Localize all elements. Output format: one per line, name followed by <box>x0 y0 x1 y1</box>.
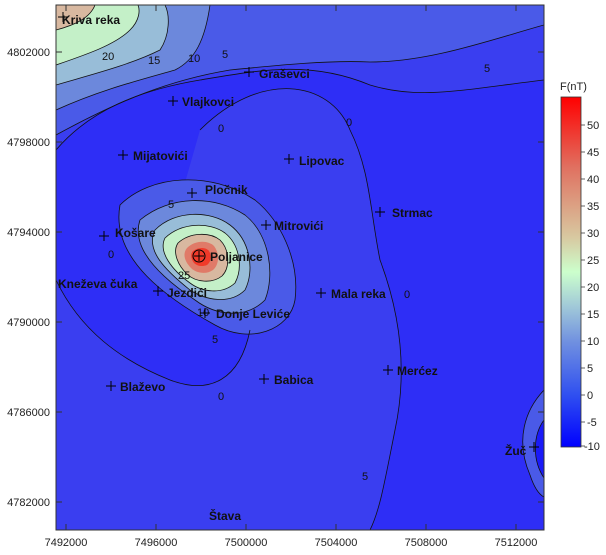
place-label: Donje Leviće <box>216 307 290 321</box>
place-label: Košare <box>115 226 156 240</box>
place-marker <box>259 374 269 384</box>
anomaly-center-icon <box>192 249 206 263</box>
place-marker-group <box>58 12 539 452</box>
contour-label: 5 <box>168 199 174 211</box>
place-marker <box>58 12 68 22</box>
place-marker <box>194 251 204 261</box>
y-tick-label: 4782000 <box>7 497 50 509</box>
legend-colorbar <box>560 96 582 448</box>
contour-label: 25 <box>178 270 190 282</box>
place-marker <box>187 188 197 198</box>
place-marker <box>529 442 539 452</box>
legend-level-label: 0 <box>587 390 593 402</box>
contour-lines <box>56 5 544 530</box>
plot-frame <box>55 4 545 531</box>
place-label: Kriva reka <box>62 13 120 27</box>
x-tick-label: 7508000 <box>405 537 448 549</box>
legend: F(nT) 50 45 40 35 30 25 20 15 10 5 0 -5 … <box>560 81 600 453</box>
place-marker <box>168 96 178 106</box>
contour-label: 0 <box>218 391 224 403</box>
contour-label-group: 20 15 10 5 0 5 0 5 25 10 5 0 0 0 5 <box>102 49 490 483</box>
y-tick-label: 4786000 <box>7 407 50 419</box>
x-tick-label: 7492000 <box>45 537 88 549</box>
place-label: Pločnik <box>205 183 248 197</box>
band-25-nw <box>56 5 95 30</box>
place-marker <box>375 207 385 217</box>
contour-label: 0 <box>346 117 352 129</box>
contour-label: 5 <box>484 63 490 75</box>
place-marker <box>200 308 210 318</box>
place-marker <box>106 381 116 391</box>
legend-level-label: 40 <box>587 174 599 186</box>
place-label: Poljanice <box>210 250 263 264</box>
legend-level-label: 10 <box>587 336 599 348</box>
legend-level-label: -10 <box>584 441 600 453</box>
place-label: Mala reka <box>331 287 386 301</box>
x-tick-label: 7496000 <box>135 537 178 549</box>
y-tick-label: 4790000 <box>7 317 50 329</box>
place-marker <box>383 365 393 375</box>
x-tick-label: 7500000 <box>225 537 268 549</box>
contour-label: 15 <box>148 55 160 67</box>
contour-label: 0 <box>108 249 114 261</box>
place-label: Mijatovići <box>133 149 188 163</box>
place-marker <box>284 154 294 164</box>
place-label: Merćez <box>397 364 438 378</box>
contour-label: 5 <box>212 334 218 346</box>
place-marker <box>261 220 271 230</box>
legend-level-label: 15 <box>587 309 599 321</box>
y-axis-labels: 4802000 4798000 4794000 4790000 4786000 … <box>7 47 50 509</box>
x-axis-labels: 7492000 7496000 7500000 7504000 7508000 … <box>45 537 538 549</box>
place-label: Blaževo <box>120 380 165 394</box>
place-label: Lipovac <box>299 154 345 168</box>
y-tick-label: 4802000 <box>7 47 50 59</box>
legend-level-label: -5 <box>587 417 597 429</box>
x-tick-label: 7512000 <box>495 537 538 549</box>
legend-level-label: 20 <box>587 282 599 294</box>
x-tick-label: 7504000 <box>315 537 358 549</box>
legend-level-label: 35 <box>587 201 599 213</box>
place-label-group: Kriva reka Graševci Vlajkovci Mijatovići… <box>58 13 527 523</box>
legend-level-label: 30 <box>587 228 599 240</box>
place-marker <box>99 231 109 241</box>
legend-level-label: 45 <box>587 147 599 159</box>
contour-label: 0 <box>404 289 410 301</box>
place-label: Žuč <box>505 443 527 458</box>
place-label: Babica <box>274 373 314 387</box>
place-label: Kneževa čuka <box>58 277 138 291</box>
contour-fill-layer <box>56 5 544 530</box>
place-marker <box>316 288 326 298</box>
legend-level-label: 50 <box>587 120 599 132</box>
y-tick-label: 4794000 <box>7 227 50 239</box>
contour-label: 20 <box>102 51 114 63</box>
place-marker <box>118 150 128 160</box>
place-label: Strmac <box>392 206 433 220</box>
legend-level-label: 5 <box>587 363 593 375</box>
place-marker <box>244 67 254 77</box>
y-tick-label: 4798000 <box>7 137 50 149</box>
place-label: Štava <box>209 508 241 523</box>
legend-title: F(nT) <box>560 81 587 93</box>
contour-label: 5 <box>222 49 228 61</box>
place-label: Jezdići <box>167 286 207 300</box>
axis-ticks <box>56 5 544 530</box>
place-label: Graševci <box>259 67 310 81</box>
contour-label: 0 <box>218 123 224 135</box>
contour-label: 5 <box>362 471 368 483</box>
contour-label: 10 <box>188 53 200 65</box>
place-label: Vlajkovci <box>182 95 234 109</box>
place-label: Mitrovići <box>274 219 323 233</box>
place-marker <box>153 286 163 296</box>
legend-level-label: 25 <box>587 255 599 267</box>
band-se-lobe <box>522 390 544 497</box>
